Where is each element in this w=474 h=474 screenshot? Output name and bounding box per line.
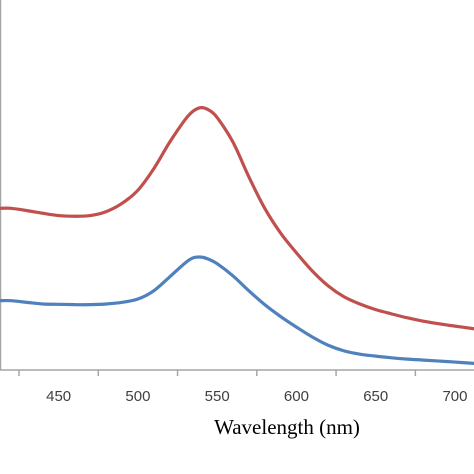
x-axis-title: Wavelength (nm): [214, 415, 360, 439]
x-tick-label: 600: [284, 388, 309, 405]
x-tick-label: 450: [46, 388, 71, 405]
x-tick-label: 700: [442, 388, 467, 405]
x-axis-ticks: [18, 370, 417, 376]
x-tick-label: 500: [125, 388, 150, 405]
x-tick-label: 650: [363, 388, 388, 405]
series-line-2: [0, 255, 474, 365]
x-axis-tick-labels: 450 500 550 600 650 700: [46, 388, 467, 405]
series-line-1: [0, 106, 474, 331]
x-tick-label: 550: [205, 388, 230, 405]
series-group: [0, 106, 474, 365]
